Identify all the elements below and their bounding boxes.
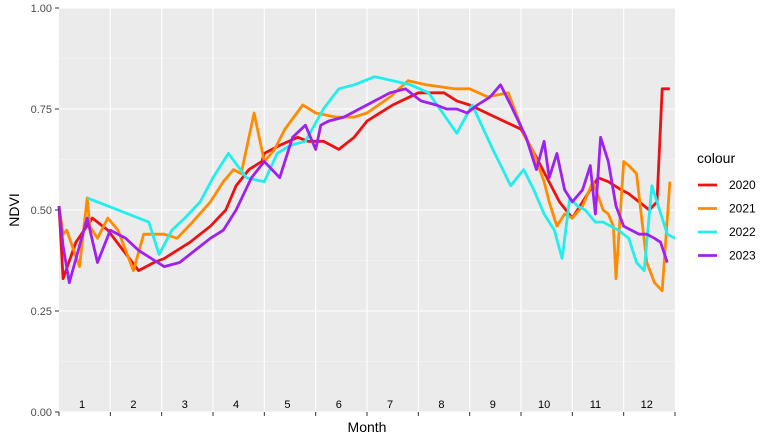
y-tick-label: 0.00 [31,407,52,419]
x-axis-title: Month [348,419,387,435]
month-label: 2 [130,399,136,411]
y-axis-title: NDVI [6,193,22,226]
y-axis: 0.00 0.25 0.50 0.75 1.00 [31,3,59,419]
y-tick-label: 1.00 [31,3,52,15]
legend-title: colour [697,150,735,166]
y-tick-label: 0.25 [31,306,52,318]
legend-label-2023: 2023 [729,249,756,263]
month-label: 5 [284,399,290,411]
month-label: 11 [590,399,601,411]
legend-label-2022: 2022 [729,225,756,239]
y-tick-label: 0.50 [31,205,52,217]
month-label: 10 [538,399,550,411]
month-label: 8 [438,399,444,411]
legend: colour 2020 2021 2022 2023 [697,150,756,263]
x-axis [58,412,676,416]
major-gridlines [59,7,675,413]
series-lines [57,75,676,293]
month-label: 12 [641,399,653,411]
legend-label-2021: 2021 [729,202,756,216]
legend-label-2020: 2020 [729,178,756,192]
month-label: 1 [79,399,85,411]
month-label: 7 [387,399,393,411]
month-label: 6 [336,399,342,411]
month-labels: 1 2 3 4 5 6 7 8 9 10 11 12 [79,399,653,411]
month-label: 9 [490,399,496,411]
y-tick-label: 0.75 [31,104,52,116]
month-label: 4 [233,399,239,411]
series-line-2022 [86,75,676,273]
series-line-2021 [57,79,672,293]
series-line-2023 [57,83,669,285]
month-label: 3 [182,399,188,411]
